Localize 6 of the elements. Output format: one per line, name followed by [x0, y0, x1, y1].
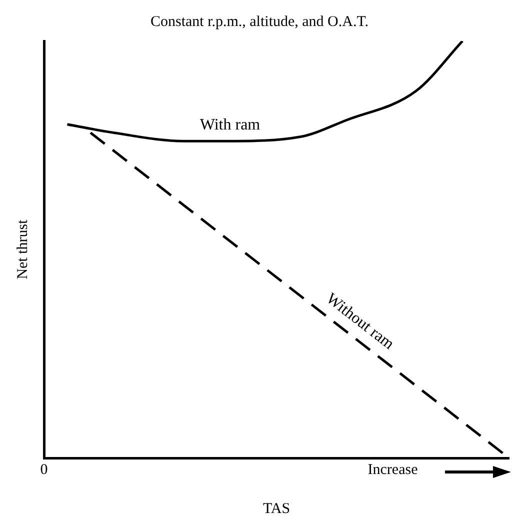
chart-title: Constant r.p.m., altitude, and O.A.T.	[150, 14, 369, 30]
series-label: With ram	[200, 116, 261, 134]
x-tick-label: 0	[40, 462, 48, 478]
x-tick-label: Increase	[368, 462, 418, 478]
x-axis-title: TAS	[262, 500, 290, 517]
y-axis-title: Net thrust	[14, 218, 31, 280]
